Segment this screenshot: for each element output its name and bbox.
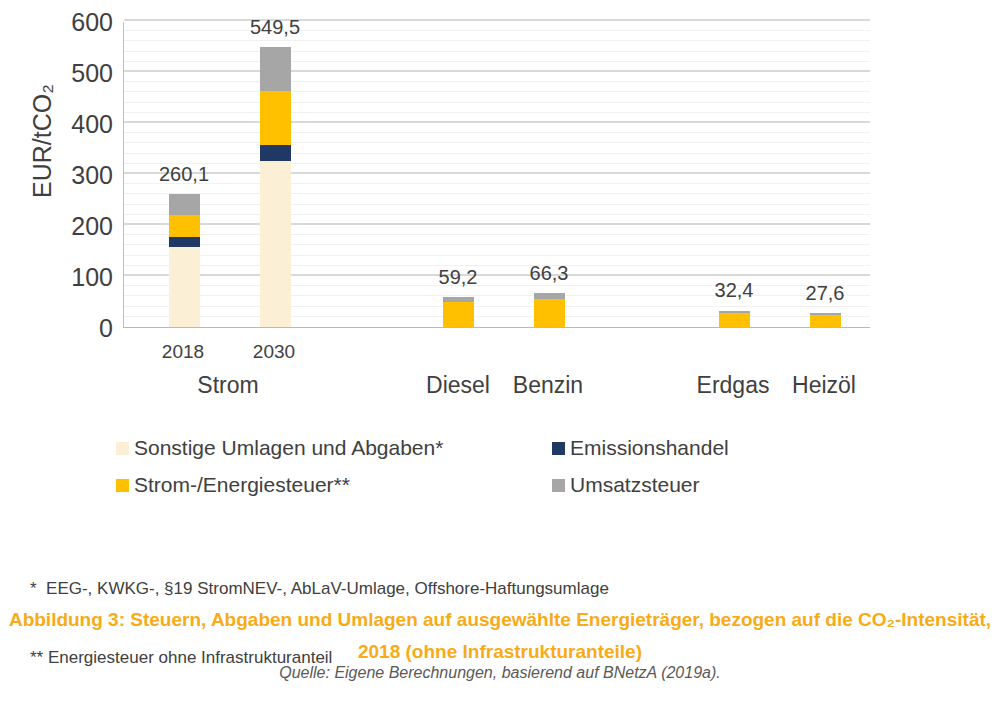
gridline-minor (124, 102, 870, 103)
bar-segment (810, 315, 841, 327)
bar-segment (443, 302, 474, 327)
legend-swatch-strom-energiesteuer (116, 479, 129, 492)
legend-item-emissionshandel: Emissionshandel (552, 436, 729, 460)
legend-item-strom-energiesteuer: Strom-/Energiesteuer** (116, 473, 350, 497)
bar-segment (169, 237, 200, 247)
gridline-major (124, 121, 870, 123)
bar-segment (534, 299, 565, 327)
gridline-minor (124, 40, 870, 41)
gridline-minor (124, 153, 870, 154)
y-axis-tick-label: 0 (33, 314, 113, 342)
source-line: Quelle: Eigene Berechnungen, basierend a… (0, 664, 1000, 682)
gridline-minor (124, 112, 870, 113)
gridline-minor (124, 193, 870, 194)
legend-swatch-umsatzsteuer (552, 479, 565, 492)
bar-segment (260, 145, 291, 161)
x-axis-category-label: Benzin (478, 372, 618, 399)
x-axis-sub-labels: 20182030 (0, 341, 1000, 363)
y-axis-tick-label: 200 (33, 212, 113, 240)
plot-area: 260,1549,559,266,332,427,6 (123, 22, 870, 328)
bar-segment (810, 313, 841, 315)
bar-segment (260, 47, 291, 91)
bar-total-label: 27,6 (765, 282, 885, 305)
gridline-minor (124, 132, 870, 133)
bar-2030 (260, 21, 291, 327)
bar-segment (169, 194, 200, 215)
y-axis-tick-label: 100 (33, 263, 113, 291)
legend-item-umsatzsteuer: Umsatzsteuer (552, 473, 700, 497)
legend-item-sonstige-umlagen: Sonstige Umlagen und Abgaben* (116, 436, 443, 460)
legend-swatch-sonstige-umlagen (116, 442, 129, 455)
gridline-major (124, 70, 870, 72)
bar-segment (719, 311, 750, 314)
y-axis-tick-label: 600 (33, 8, 113, 36)
y-axis-tick-label: 400 (33, 110, 113, 138)
bar-total-label: 549,5 (215, 16, 335, 39)
x-axis-sub-label: 2030 (214, 341, 334, 363)
gridline-minor (124, 51, 870, 52)
footnote-line-1: * EEG-, KWKG-, §19 StromNEV-, AbLaV-Umla… (30, 577, 609, 600)
bar-segment (534, 293, 565, 298)
legend-label-emissionshandel: Emissionshandel (570, 436, 729, 460)
figure-caption: Abbildung 3: Steuern, Abgaben und Umlage… (0, 604, 1000, 668)
legend-swatch-emissionshandel (552, 442, 565, 455)
legend-label-umsatzsteuer: Umsatzsteuer (570, 473, 700, 497)
x-axis-category-labels: StromDieselBenzinErdgasHeizöl (0, 372, 1000, 400)
x-axis-category-label: Heizöl (754, 372, 894, 399)
bar-segment (443, 297, 474, 302)
caption-line-1: Abbildung 3: Steuern, Abgaben und Umlage… (0, 604, 1000, 636)
bar-segment (169, 247, 200, 327)
legend-label-strom-energiesteuer: Strom-/Energiesteuer** (134, 473, 350, 497)
y-axis-tick-label: 500 (33, 59, 113, 87)
gridline-minor (124, 204, 870, 205)
legend-label-sonstige-umlagen: Sonstige Umlagen und Abgaben* (134, 436, 443, 460)
x-axis-category-label: Strom (158, 372, 298, 399)
gridline-minor (124, 142, 870, 143)
bar-segment (169, 215, 200, 237)
bar-segment (260, 91, 291, 145)
bar-total-label: 66,3 (489, 262, 609, 285)
gridline-minor (124, 244, 870, 245)
bar-segment (719, 313, 750, 327)
gridline-minor (124, 234, 870, 235)
figure-steuern-abgaben-umlagen: EUR/tCO₂ 0100200300400500600 260,1549,55… (0, 0, 1000, 704)
gridline-minor (124, 306, 870, 307)
gridline-minor (124, 61, 870, 62)
gridline-minor (124, 316, 870, 317)
y-axis-tick-label: 300 (33, 161, 113, 189)
bar-total-label: 260,1 (124, 163, 244, 186)
gridline-major (124, 223, 870, 225)
gridline-minor (124, 214, 870, 215)
gridline-minor (124, 255, 870, 256)
gridline-minor (124, 81, 870, 82)
gridline-minor (124, 91, 870, 92)
bar-segment (260, 161, 291, 327)
